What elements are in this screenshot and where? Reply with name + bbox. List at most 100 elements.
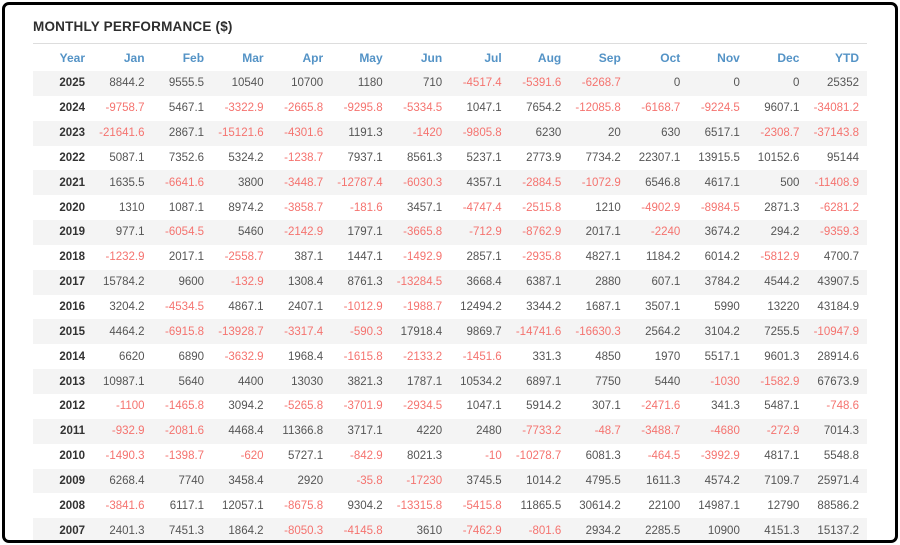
- value-cell-feb: 2017.1: [168, 251, 205, 264]
- value-cell-mar: -15121.6: [218, 127, 264, 140]
- column-header-jul: Jul: [484, 50, 502, 65]
- value-cell-jul: 2480: [476, 425, 502, 438]
- year-cell: 2015: [59, 325, 85, 338]
- value-cell-dec: 2871.3: [764, 201, 800, 214]
- table-row-2015: 2015 4464.2 -6915.8 -13928.7 -3317.4 -590.3 17…: [33, 319, 867, 345]
- value-cell-ytd: 43184.9: [817, 301, 859, 314]
- title-divider: [33, 43, 867, 44]
- value-cell-ytd: -6281.2: [819, 201, 859, 214]
- table-row-2012: 2012 -1100 -1465.8 3094.2 -5265.8 -3701.9 -293…: [33, 394, 867, 419]
- table-row-2021: 2021 1635.5 -6641.6 3800 -3448.7 -12787.4 -603…: [33, 170, 867, 196]
- value-cell-feb: -1465.8: [165, 400, 205, 413]
- value-cell-may: -9295.8: [343, 102, 383, 115]
- value-cell-jul: -10: [485, 450, 502, 463]
- table-row-2023: 2023 -21641.6 2867.1 -15121.6 -4301.6 1191.3 -…: [33, 120, 867, 146]
- value-cell-jan: 15784.2: [102, 276, 145, 289]
- value-cell-jan: 5087.1: [109, 151, 145, 164]
- value-cell-jul: 12494.2: [460, 301, 502, 314]
- value-cell-jul: 2857.1: [466, 251, 502, 264]
- value-cell-nov: 4574.2: [704, 474, 740, 487]
- value-cell-jun: 8021.3: [407, 450, 443, 463]
- value-cell-mar: 1864.2: [228, 524, 264, 537]
- value-cell-aug: 5914.2: [526, 400, 562, 413]
- value-cell-sep: 2934.2: [585, 524, 621, 537]
- value-cell-may: -35.8: [356, 474, 383, 487]
- value-cell-ytd: 95144: [827, 151, 859, 164]
- value-cell-mar: -3632.9: [224, 350, 264, 363]
- value-cell-jan: -3841.6: [105, 499, 145, 512]
- value-cell-apr: -3858.7: [284, 201, 324, 214]
- value-cell-ytd: -9359.3: [819, 226, 859, 239]
- year-cell: 2025: [59, 77, 85, 90]
- year-cell: 2013: [59, 375, 85, 388]
- value-cell-ytd: 4700.7: [823, 251, 859, 264]
- table-row-2016: 2016 3204.2 -4534.5 4867.1 2407.1 -1012.9 -198…: [33, 295, 867, 320]
- value-cell-jun: 1787.1: [407, 375, 443, 388]
- value-cell-apr: 387.1: [294, 251, 324, 264]
- value-cell-ytd: -34081.2: [813, 102, 859, 115]
- value-cell-sep: -16630.3: [575, 325, 621, 338]
- column-header-nov: Nov: [717, 50, 740, 65]
- value-cell-may: 1797.1: [347, 226, 383, 239]
- value-cell-jan: 3204.2: [109, 301, 145, 314]
- value-cell-may: -1615.8: [343, 350, 383, 363]
- value-cell-jun: 8561.3: [407, 151, 443, 164]
- value-cell-dec: -2308.7: [760, 127, 800, 140]
- value-cell-mar: -3322.9: [224, 102, 264, 115]
- monthly-performance-panel: MONTHLY PERFORMANCE ($) Year Jan Feb Mar Apr…: [5, 5, 895, 540]
- value-cell-may: 1191.3: [348, 127, 383, 140]
- value-cell-feb: -6915.8: [165, 325, 205, 338]
- value-cell-feb: 1087.1: [168, 201, 205, 214]
- value-cell-dec: 4151.3: [764, 524, 800, 537]
- value-cell-oct: -464.5: [647, 450, 681, 463]
- value-cell-apr: -2142.9: [284, 226, 324, 239]
- value-cell-jun: 17918.4: [400, 325, 443, 338]
- value-cell-nov: 0: [733, 77, 740, 90]
- value-cell-jul: 5237.1: [466, 151, 502, 164]
- value-cell-mar: 3458.4: [228, 474, 264, 487]
- value-cell-may: 1447.1: [347, 251, 383, 264]
- value-cell-dec: -5812.9: [760, 251, 800, 264]
- value-cell-sep: 4827.1: [585, 251, 621, 264]
- year-cell: 2011: [60, 425, 85, 438]
- column-header-sep: Sep: [598, 50, 621, 65]
- value-cell-nov: 3104.2: [704, 325, 740, 338]
- table-row-2024: 2024 -9758.7 5467.1 -3322.9 -2665.8 -9295.8 -5…: [33, 96, 867, 121]
- value-cell-nov: 3784.2: [704, 276, 740, 289]
- column-header-feb: Feb: [182, 50, 205, 65]
- value-cell-oct: 3507.1: [645, 301, 681, 314]
- value-cell-jul: 10534.2: [460, 375, 502, 388]
- value-cell-mar: -2558.7: [224, 251, 264, 264]
- table-row-2014: 2014 6620 6890 -3632.9 1968.4 -1615.8 -2133.2 -…: [33, 344, 867, 369]
- value-cell-nov: 6517.1: [704, 127, 740, 140]
- value-cell-feb: 6117.1: [169, 499, 205, 512]
- value-cell-oct: 1611.3: [645, 474, 681, 487]
- value-cell-feb: 2867.1: [168, 127, 205, 140]
- value-cell-jun: -1420: [412, 127, 443, 140]
- year-cell: 2014: [59, 350, 85, 363]
- value-cell-sep: -6268.7: [581, 77, 621, 90]
- value-cell-sep: 20: [607, 127, 621, 140]
- value-cell-aug: -7733.2: [522, 425, 562, 438]
- value-cell-apr: 1308.4: [287, 276, 324, 289]
- column-header-jan: Jan: [123, 50, 145, 65]
- value-cell-sep: -1072.9: [581, 176, 621, 189]
- value-cell-sep: 307.1: [592, 400, 621, 413]
- value-cell-sep: 7750: [595, 375, 621, 388]
- column-header-apr: Apr: [302, 50, 324, 65]
- value-cell-ytd: -37143.8: [813, 127, 859, 140]
- value-cell-may: 3717.1: [347, 425, 383, 438]
- value-cell-apr: -8050.3: [284, 524, 324, 537]
- value-cell-jun: -2133.2: [403, 350, 443, 363]
- value-cell-dec: 5487.1: [764, 400, 800, 413]
- value-cell-jul: 3745.5: [466, 474, 502, 487]
- value-cell-nov: -4680: [710, 425, 740, 438]
- value-cell-feb: -6641.6: [165, 176, 205, 189]
- value-cell-mar: 3800: [238, 176, 264, 189]
- year-cell: 2007: [59, 524, 85, 537]
- value-cell-dec: 9601.3: [764, 350, 800, 363]
- table-row-2011: 2011 -932.9 -2081.6 4468.4 11366.8 3717.1 4220…: [33, 418, 867, 444]
- year-cell: 2022: [59, 151, 85, 164]
- value-cell-nov: 6014.2: [704, 251, 740, 264]
- year-cell: 2012: [59, 400, 85, 413]
